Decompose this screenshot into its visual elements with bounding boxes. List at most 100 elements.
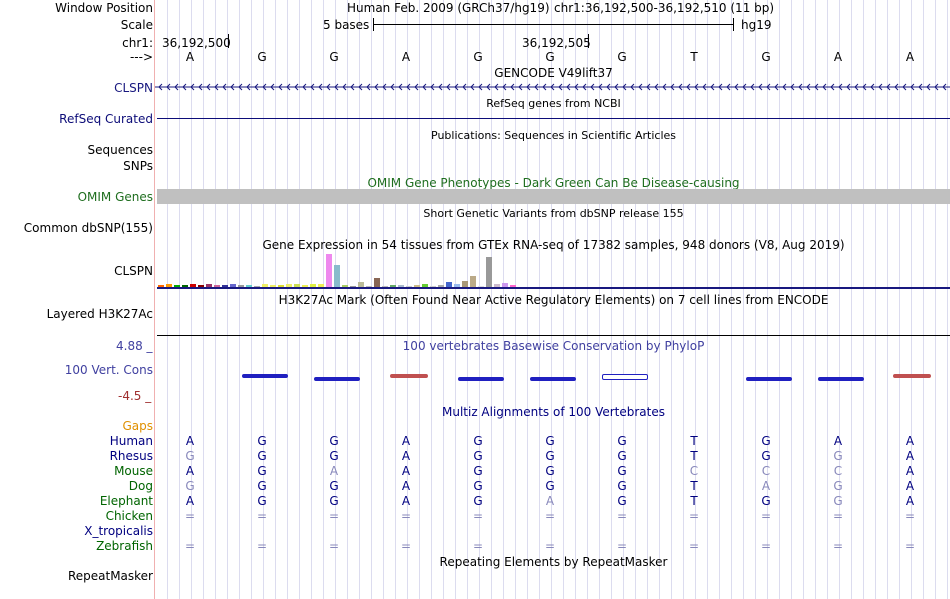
phylop-label[interactable]: 100 Vert. Cons [64, 363, 153, 377]
aligned-base: G [473, 449, 483, 463]
clspn-gene-track[interactable] [155, 81, 950, 93]
strand-chevron [310, 83, 315, 91]
gaps-label[interactable]: Gaps [122, 419, 153, 433]
gtex-tissue-bar[interactable] [470, 276, 476, 287]
gtex-tissue-bar[interactable] [262, 284, 268, 287]
phylop-min-label: -4.5 _ [118, 389, 152, 403]
aligned-base: G [617, 464, 627, 478]
coord-start-tick [228, 34, 229, 48]
strand-chevron [910, 83, 915, 91]
aligned-base: G [617, 479, 627, 493]
aligned-base: A [401, 449, 411, 463]
species-label[interactable]: Chicken [105, 509, 153, 523]
gtex-tissue-bar[interactable] [486, 257, 492, 287]
omim-gene-bar[interactable] [157, 189, 950, 204]
gtex-tissue-bar[interactable] [390, 285, 396, 287]
gtex-tissue-bar[interactable] [502, 283, 508, 287]
gtex-tissue-bar[interactable] [462, 281, 468, 287]
aligned-base: = [688, 539, 700, 553]
gtex-tissue-bar[interactable] [278, 285, 284, 287]
aligned-base: = [472, 539, 484, 553]
refseq-label[interactable]: RefSeq Curated [59, 112, 153, 126]
gtex-tissue-bar[interactable] [438, 285, 444, 287]
gtex-tissue-bar[interactable] [294, 284, 300, 287]
snps-label[interactable]: SNPs [123, 159, 153, 173]
aligned-base: G [185, 479, 195, 493]
refseq-gene-line[interactable] [157, 118, 950, 119]
gtex-tissue-bar[interactable] [270, 285, 276, 287]
repeat-label[interactable]: RepeatMasker [67, 569, 153, 583]
gtex-tissue-bar[interactable] [166, 284, 172, 287]
gtex-tissue-bar[interactable] [246, 285, 252, 287]
aligned-base: C [833, 464, 843, 478]
gtex-tissue-bar[interactable] [302, 285, 308, 287]
species-label[interactable]: Elephant [99, 494, 153, 508]
gtex-tissue-bar[interactable] [510, 285, 516, 287]
gtex-tissue-bar[interactable] [374, 278, 380, 287]
gtex-tissue-bar[interactable] [214, 285, 220, 287]
gtex-tissue-bar[interactable] [174, 285, 180, 287]
gtex-tissue-bar[interactable] [286, 284, 292, 287]
gtex-tissue-bar[interactable] [382, 286, 388, 287]
gtex-bar-chart[interactable] [157, 252, 950, 287]
strand-chevron [750, 83, 755, 91]
gtex-tissue-bar[interactable] [342, 285, 348, 287]
phylop-score-block [530, 377, 576, 381]
gtex-tissue-bar[interactable] [422, 284, 428, 287]
gtex-tissue-bar[interactable] [358, 282, 364, 287]
aligned-base: A [401, 464, 411, 478]
aligned-base: G [617, 449, 627, 463]
gtex-tissue-bar[interactable] [414, 285, 420, 287]
gtex-tissue-bar[interactable] [366, 286, 372, 287]
species-label[interactable]: Dog [128, 479, 153, 493]
label-divider [154, 0, 155, 599]
gtex-tissue-bar[interactable] [222, 285, 228, 287]
gtex-tissue-bar[interactable] [478, 286, 484, 287]
aligned-base: A [833, 434, 843, 448]
gtex-tissue-bar[interactable] [334, 265, 340, 287]
gtex-tissue-bar[interactable] [398, 285, 404, 287]
gtex-tissue-bar[interactable] [318, 284, 324, 287]
gtex-tissue-bar[interactable] [206, 284, 212, 287]
reference-base: A [905, 50, 915, 64]
gtex-tissue-bar[interactable] [230, 284, 236, 287]
gtex-tissue-bar[interactable] [454, 284, 460, 287]
gtex-tissue-bar[interactable] [326, 254, 332, 287]
strand-chevron [430, 83, 435, 91]
assembly-name: Human Feb. 2009 (GRCh37/hg19) [347, 1, 550, 15]
aligned-base: C [689, 464, 699, 478]
species-label[interactable]: Zebrafish [96, 539, 153, 553]
strand-chevron [518, 83, 523, 91]
aligned-base: G [545, 449, 555, 463]
sequences-label[interactable]: Sequences [87, 143, 153, 157]
h3k-label[interactable]: Layered H3K27Ac [46, 307, 153, 321]
gtex-tissue-bar[interactable] [350, 286, 356, 287]
gtex-tissue-bar[interactable] [190, 284, 196, 287]
clspn-gene-label[interactable]: CLSPN [114, 81, 153, 95]
phylop-score-block [390, 374, 428, 378]
gtex-tissue-bar[interactable] [310, 284, 316, 287]
dbsnp-label[interactable]: Common dbSNP(155) [23, 221, 153, 235]
gtex-gene-label[interactable]: CLSPN [114, 264, 153, 278]
gtex-tissue-bar[interactable] [158, 285, 164, 287]
gtex-tissue-bar[interactable] [494, 284, 500, 287]
species-label[interactable]: Mouse [114, 464, 153, 478]
gtex-tissue-bar[interactable] [430, 286, 436, 287]
gtex-tissue-bar[interactable] [198, 285, 204, 287]
gtex-tissue-bar[interactable] [406, 286, 412, 287]
aligned-base: G [329, 449, 339, 463]
gtex-tissue-bar[interactable] [238, 285, 244, 287]
strand-chevron [198, 83, 203, 91]
omim-label[interactable]: OMIM Genes [77, 190, 153, 204]
gtex-tissue-bar[interactable] [254, 286, 260, 287]
strand-chevron [646, 83, 651, 91]
coord-mid-tick [588, 34, 589, 48]
species-label[interactable]: Human [109, 434, 153, 448]
species-label[interactable]: X_tropicalis [84, 524, 153, 538]
gtex-tissue-bar[interactable] [182, 285, 188, 287]
gtex-tissue-bar[interactable] [446, 282, 452, 287]
strand-chevron [222, 83, 227, 91]
strand-chevron [774, 83, 779, 91]
species-label[interactable]: Rhesus [109, 449, 153, 463]
